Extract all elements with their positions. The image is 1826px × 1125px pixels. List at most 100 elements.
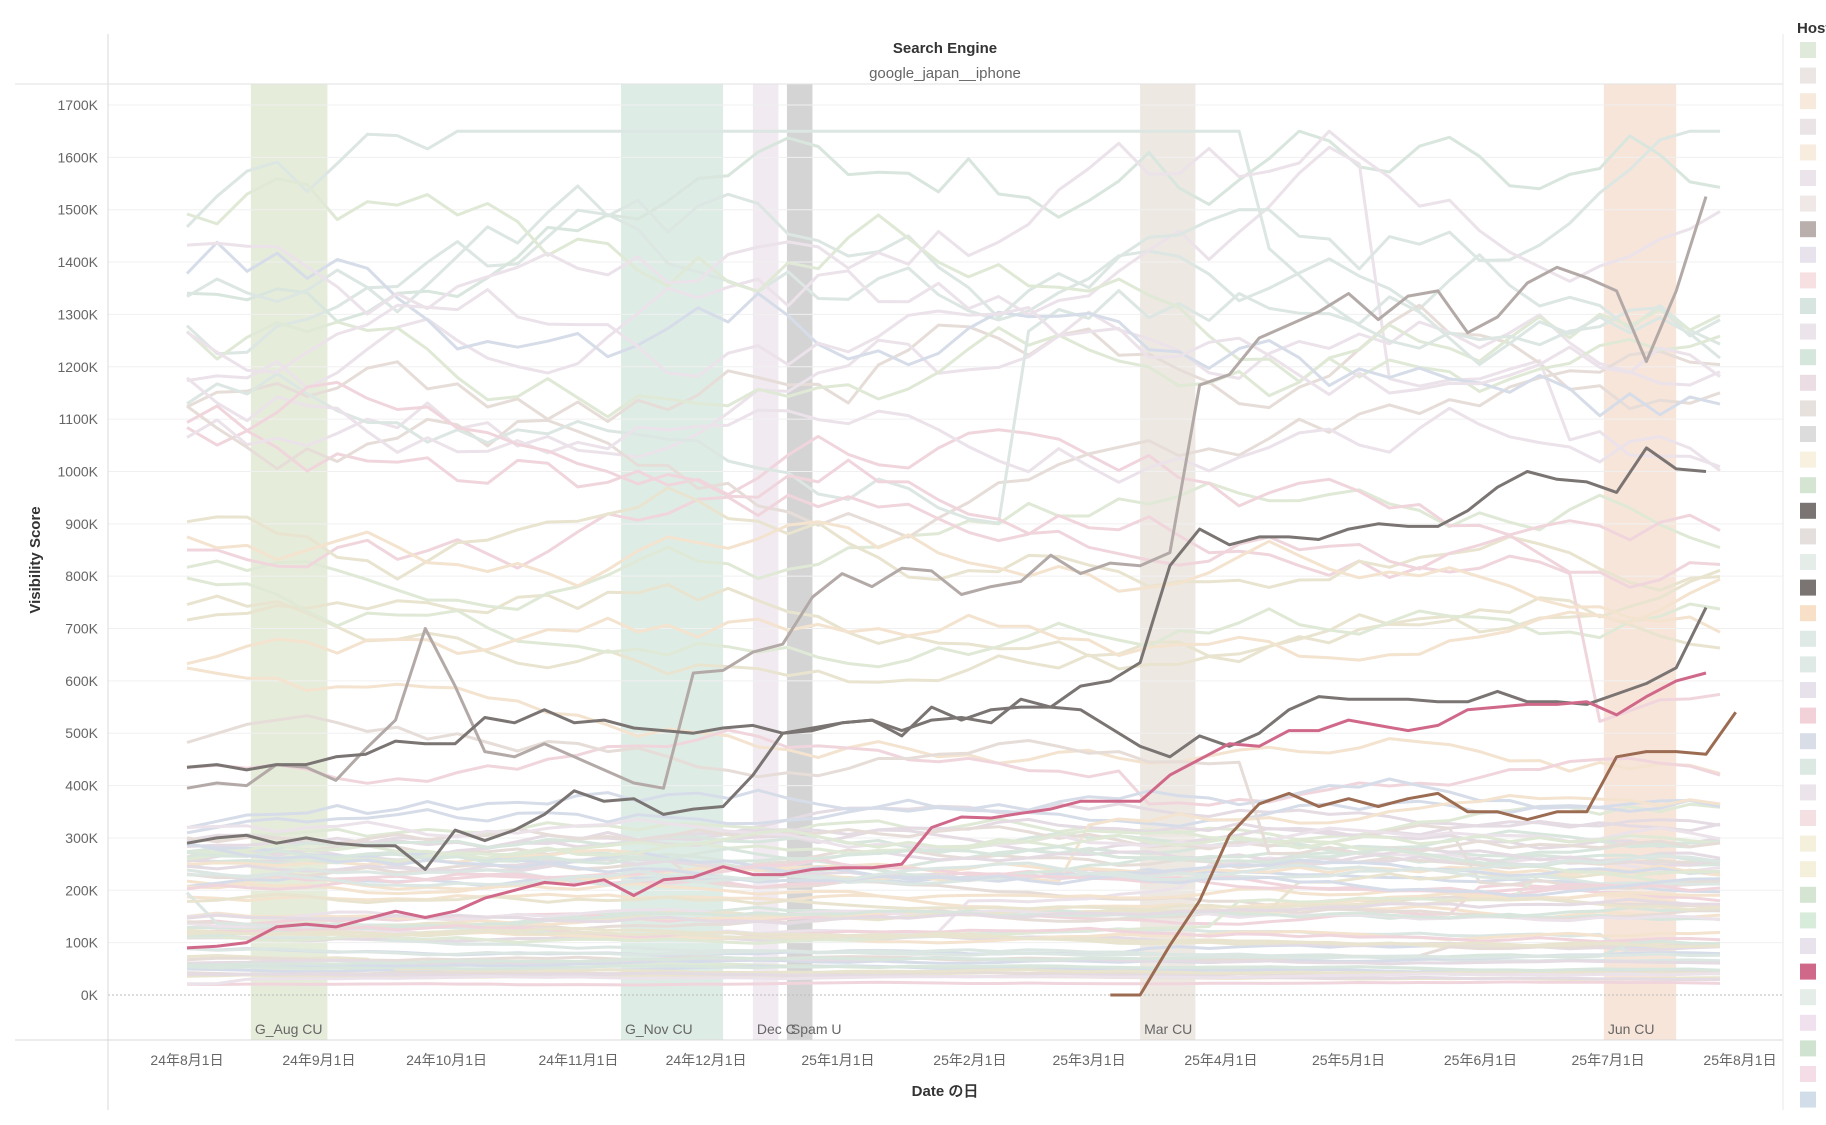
legend-item[interactable]: [1800, 528, 1816, 545]
legend-item[interactable]: [1800, 426, 1816, 442]
background-series-line: [186, 380, 1721, 589]
background-series-line: [186, 303, 1721, 423]
legend-swatch: [1800, 733, 1816, 750]
legend[interactable]: Host: [1797, 20, 1826, 1108]
legend-item[interactable]: [1800, 579, 1816, 596]
background-series-line: [186, 841, 1721, 898]
legend-swatch: [1800, 195, 1816, 212]
legend-item[interactable]: [1800, 682, 1816, 698]
x-tick-label: 25年7月1日: [1572, 1052, 1645, 1068]
series-line: [1110, 711, 1737, 997]
legend-item[interactable]: [1800, 42, 1816, 58]
legend-item[interactable]: [1800, 451, 1816, 468]
legend-item[interactable]: [1800, 784, 1816, 801]
y-tick-label: 1400K: [58, 254, 99, 270]
legend-item[interactable]: [1800, 1014, 1816, 1031]
legend-item[interactable]: [1800, 554, 1816, 570]
annotation-band: [752, 84, 779, 1040]
x-tick-label: 25年6月1日: [1444, 1052, 1517, 1068]
background-series-line: [186, 866, 1721, 887]
legend-title: Host: [1797, 20, 1826, 37]
series-line: [186, 196, 1708, 790]
legend-item[interactable]: [1800, 144, 1816, 161]
background-series-line: [185, 240, 1721, 418]
y-tick-label: 500K: [65, 725, 98, 741]
legend-swatch: [1800, 1040, 1816, 1057]
legend-item[interactable]: [1800, 656, 1816, 673]
legend-item[interactable]: [1800, 963, 1816, 980]
legend-swatch: [1800, 938, 1816, 954]
x-axis-ticks: 24年8月1日 24年9月1日 24年10月1日 24年11月1日 24年12月1日 25…: [150, 1052, 1776, 1068]
legend-item[interactable]: [1800, 195, 1816, 212]
legend-item[interactable]: [1800, 400, 1816, 417]
legend-swatch: [1800, 579, 1816, 596]
legend-item[interactable]: [1800, 349, 1816, 366]
legend-item[interactable]: [1800, 835, 1816, 852]
legend-item[interactable]: [1800, 477, 1816, 494]
legend-swatch: [1800, 989, 1816, 1006]
legend-item[interactable]: [1800, 170, 1816, 186]
legend-item[interactable]: [1800, 67, 1816, 84]
background-series: [185, 129, 1721, 987]
legend-item[interactable]: [1800, 886, 1816, 903]
legend-swatch: [1800, 42, 1816, 58]
legend-item[interactable]: [1800, 758, 1816, 775]
legend-item[interactable]: [1800, 733, 1816, 750]
legend-item[interactable]: [1800, 323, 1816, 340]
legend-item[interactable]: [1800, 810, 1816, 826]
background-series-line: [186, 288, 1721, 396]
y-tick-label: 600K: [65, 673, 98, 689]
x-tick-label: 25年3月1日: [1052, 1052, 1125, 1068]
background-series-line: [186, 129, 1720, 320]
legend-swatch: [1800, 1091, 1816, 1108]
background-series-line: [186, 972, 1721, 986]
legend-item[interactable]: [1800, 118, 1816, 135]
legend-swatch: [1800, 810, 1816, 826]
legend-item[interactable]: [1800, 246, 1816, 263]
legend-swatch: [1800, 221, 1816, 238]
background-series-line: [186, 486, 1721, 592]
header-title: Search Engine: [893, 40, 997, 57]
legend-swatch: [1800, 886, 1816, 903]
legend-item[interactable]: [1800, 272, 1816, 289]
background-series-line: [185, 208, 1721, 356]
y-axis-title: Visibility Score: [27, 506, 44, 613]
legend-swatch: [1800, 1014, 1816, 1031]
x-tick-label: 24年8月1日: [150, 1052, 223, 1068]
legend-item[interactable]: [1800, 938, 1816, 954]
legend-item[interactable]: [1800, 707, 1816, 724]
y-tick-label: 1300K: [58, 306, 99, 322]
legend-swatch: [1800, 784, 1816, 801]
legend-item[interactable]: [1800, 989, 1816, 1006]
y-tick-label: 1600K: [58, 149, 99, 165]
legend-swatch: [1800, 118, 1816, 135]
background-series-line: [186, 568, 1721, 658]
legend-swatch: [1800, 426, 1816, 442]
series-line: [186, 446, 1707, 772]
legend-item[interactable]: [1800, 912, 1816, 929]
legend-item[interactable]: [1800, 502, 1816, 519]
legend-item[interactable]: [1800, 630, 1816, 647]
background-series-line: [186, 481, 1721, 611]
legend-item[interactable]: [1800, 1066, 1816, 1082]
legend-item[interactable]: [1800, 298, 1816, 314]
legend-item[interactable]: [1800, 374, 1816, 391]
legend-swatch: [1800, 963, 1816, 980]
annotation-band-label: G_Aug CU: [255, 1021, 323, 1037]
series-line: [186, 606, 1708, 871]
legend-item[interactable]: [1800, 221, 1816, 238]
legend-swatch: [1800, 323, 1816, 340]
legend-swatch: [1800, 630, 1816, 647]
legend-swatch: [1800, 272, 1816, 289]
legend-swatch: [1800, 400, 1816, 417]
legend-item[interactable]: [1800, 1040, 1816, 1057]
legend-swatch: [1800, 67, 1816, 84]
legend-item[interactable]: [1800, 605, 1816, 622]
legend-item[interactable]: [1800, 93, 1816, 110]
legend-swatch: [1800, 682, 1816, 698]
legend-swatch: [1800, 835, 1816, 852]
background-series-line: [186, 349, 1721, 539]
annotation-band-label: G_Nov CU: [625, 1021, 693, 1037]
legend-item[interactable]: [1800, 1091, 1816, 1108]
legend-item[interactable]: [1800, 861, 1816, 878]
